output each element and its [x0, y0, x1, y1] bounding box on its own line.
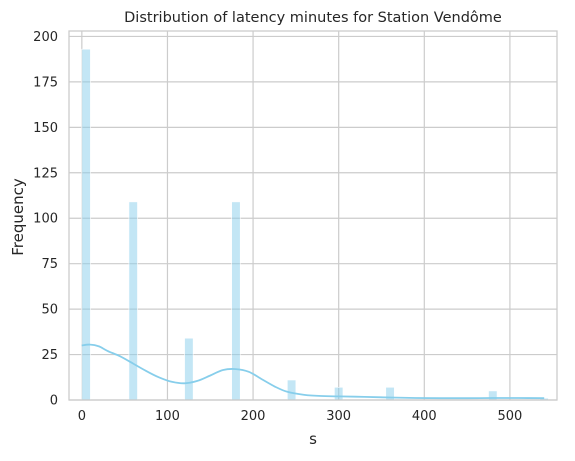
histogram-bar: [128, 201, 138, 401]
x-tick-label: 300: [326, 409, 351, 424]
chart-title: Distribution of latency minutes for Stat…: [124, 10, 502, 26]
grid: [69, 31, 557, 401]
plot-border: [68, 30, 558, 401]
histogram-bars: [81, 48, 549, 401]
x-tick-label: 200: [241, 409, 266, 424]
y-tick-label: 50: [41, 303, 58, 318]
x-tick-label: 500: [497, 409, 522, 424]
histogram-bar: [287, 379, 297, 401]
kde-curve: [81, 343, 545, 400]
x-tick-label: 400: [412, 409, 437, 424]
x-tick-label: 100: [155, 409, 180, 424]
y-tick-label: 100: [33, 212, 58, 227]
y-tick-label: 75: [41, 257, 58, 272]
plot-frame: [68, 30, 558, 401]
y-tick-label: 175: [33, 75, 58, 90]
y-tick-label: 25: [41, 348, 58, 363]
x-tick-label: 0: [78, 409, 86, 424]
histogram-bar: [184, 337, 194, 401]
y-axis-label: Frequency: [9, 178, 27, 256]
histogram-bar: [334, 386, 344, 401]
kde-curve-layer: [81, 343, 545, 400]
y-tick-label: 200: [33, 30, 58, 45]
y-tick-label: 150: [33, 121, 58, 136]
x-axis-label: s: [309, 430, 317, 448]
y-tick-label: 125: [33, 166, 58, 181]
tick-labels: 0 100 200 300 400 500 0 25 50 75 100 125 150 175 200: [33, 30, 522, 424]
y-tick-label: 0: [50, 394, 58, 409]
histogram-bar: [81, 48, 91, 401]
